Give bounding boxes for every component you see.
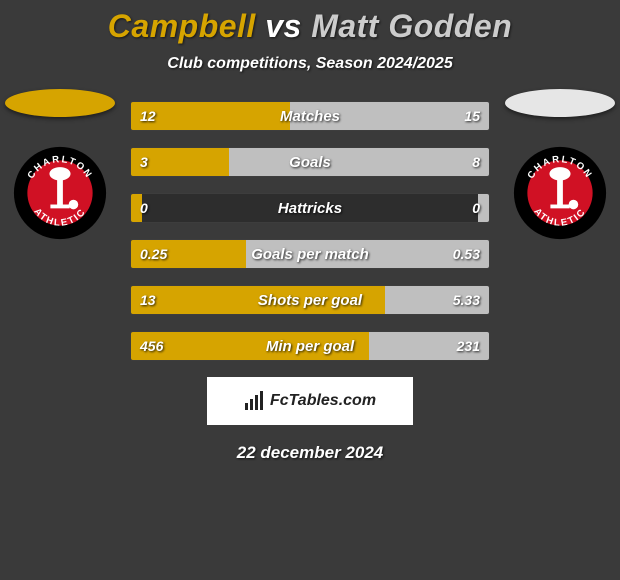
stat-row: Hattricks00	[130, 193, 490, 223]
stat-bar-right-fill	[478, 194, 489, 222]
infographic-root: Campbell vs Matt Godden Club competition…	[0, 0, 620, 580]
stat-bar-right-fill	[290, 102, 489, 130]
stat-bar-track	[130, 193, 490, 223]
player1-badge-block: CHARLTON ATHLETIC	[0, 89, 120, 241]
stat-bar-track	[130, 147, 490, 177]
stat-bar-left-fill	[131, 286, 385, 314]
stat-row: Goals38	[130, 147, 490, 177]
stat-bar-track	[130, 331, 490, 361]
title-player1: Campbell	[108, 8, 256, 44]
title-vs: vs	[265, 8, 302, 44]
attribution-banner: FcTables.com	[207, 377, 413, 425]
stat-bar-right-fill	[369, 332, 489, 360]
player2-badge-block: CHARLTON ATHLETIC	[500, 89, 620, 241]
stat-bar-track	[130, 239, 490, 269]
stat-bar-left-fill	[131, 240, 246, 268]
stat-bar-right-fill	[229, 148, 489, 176]
stat-bar-track	[130, 285, 490, 315]
player1-accent-ellipse	[5, 89, 115, 117]
attribution-chart-icon	[244, 391, 264, 411]
stat-bar-left-fill	[131, 148, 229, 176]
player2-club-badge-icon: CHARLTON ATHLETIC	[512, 145, 608, 241]
stat-bar-left-fill	[131, 332, 369, 360]
stat-row: Min per goal456231	[130, 331, 490, 361]
player2-accent-ellipse	[505, 89, 615, 117]
stat-row: Matches1215	[130, 101, 490, 131]
attribution-text: FcTables.com	[270, 392, 376, 410]
stat-bar-left-fill	[131, 194, 142, 222]
player1-club-badge-icon: CHARLTON ATHLETIC	[12, 145, 108, 241]
stat-bar-right-fill	[246, 240, 489, 268]
title-player2: Matt Godden	[311, 8, 512, 44]
stat-bar-left-fill	[131, 102, 290, 130]
stat-bar-right-fill	[385, 286, 489, 314]
stat-bar-track	[130, 101, 490, 131]
stats-stage: CHARLTON ATHLETIC CHARLTON	[0, 101, 620, 361]
title: Campbell vs Matt Godden	[0, 8, 620, 45]
stat-bars: Matches1215 Goals38 Hattricks00 Goals per m…	[130, 101, 490, 361]
stat-row: Shots per goal135.33	[130, 285, 490, 315]
date-text: 22 december 2024	[0, 443, 620, 463]
stat-row: Goals per match0.250.53	[130, 239, 490, 269]
subtitle: Club competitions, Season 2024/2025	[0, 55, 620, 73]
